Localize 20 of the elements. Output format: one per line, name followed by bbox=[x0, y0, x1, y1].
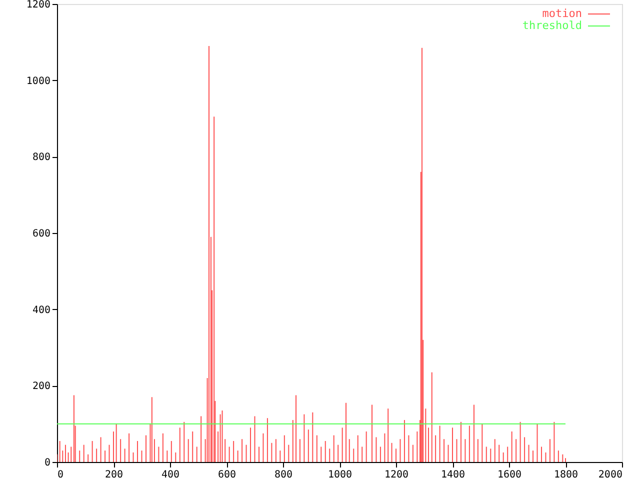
y-tick-label: 0 bbox=[44, 458, 50, 468]
x-tick-label: 1200 bbox=[384, 470, 409, 480]
x-tick-label: 800 bbox=[274, 470, 293, 480]
x-tick-label: 1800 bbox=[554, 470, 578, 480]
x-tick-label: 600 bbox=[218, 470, 236, 480]
y-tick-label: 400 bbox=[32, 304, 50, 316]
y-tick-label: 200 bbox=[32, 381, 50, 392]
legend-label: threshold bbox=[522, 19, 582, 32]
legend-label: motion bbox=[542, 7, 582, 20]
x-tick-label: 200 bbox=[104, 470, 124, 480]
y-tick-label: 800 bbox=[32, 152, 50, 164]
x-tick-label: 1600 bbox=[497, 470, 522, 480]
y-tick-label: 600 bbox=[32, 228, 50, 240]
x-tick-label: 0 bbox=[58, 470, 64, 480]
x-tick-label: 1000 bbox=[328, 470, 352, 480]
y-tick-label: 1200 bbox=[26, 0, 50, 10]
x-tick-label: 2000 bbox=[598, 470, 622, 480]
x-tick-label: 400 bbox=[161, 470, 180, 480]
x-tick-label: 1400 bbox=[440, 470, 466, 480]
y-tick-label: 1000 bbox=[26, 76, 50, 87]
